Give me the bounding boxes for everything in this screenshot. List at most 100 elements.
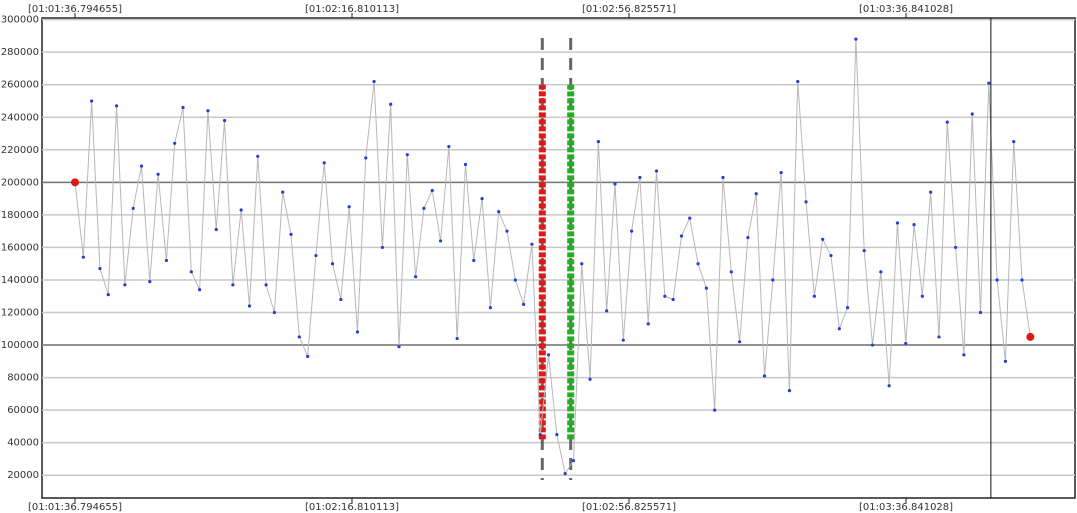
data-point bbox=[596, 140, 600, 144]
data-point bbox=[787, 389, 792, 393]
data-point bbox=[937, 335, 941, 339]
data-point bbox=[970, 112, 974, 116]
x-tick-label-bottom: [01:01:36.794655] bbox=[28, 502, 122, 513]
data-point bbox=[272, 310, 276, 315]
data-point bbox=[414, 275, 418, 279]
data-point bbox=[322, 161, 326, 165]
y-tick-label: 20000 bbox=[7, 470, 39, 481]
data-point bbox=[962, 353, 966, 357]
data-point bbox=[355, 330, 360, 334]
plot-area bbox=[41, 17, 1076, 499]
data-point bbox=[164, 258, 169, 263]
data-point bbox=[704, 286, 708, 290]
data-point bbox=[173, 141, 177, 145]
data-point bbox=[422, 206, 426, 210]
y-tick-label: 260000 bbox=[1, 80, 39, 91]
data-point bbox=[463, 162, 468, 167]
data-point bbox=[845, 306, 850, 310]
data-point bbox=[688, 216, 692, 220]
data-point bbox=[530, 242, 534, 246]
data-point bbox=[737, 340, 742, 344]
y-tick-label: 240000 bbox=[1, 112, 39, 123]
data-point bbox=[181, 105, 185, 110]
data-point bbox=[987, 81, 991, 85]
data-point bbox=[729, 270, 733, 274]
data-point bbox=[90, 99, 94, 103]
data-point bbox=[638, 175, 642, 180]
data-point bbox=[870, 343, 875, 347]
y-tick-label: 300000 bbox=[1, 15, 39, 26]
x-tick-label-top: [01:02:56.825571] bbox=[582, 4, 676, 15]
data-point bbox=[380, 245, 384, 250]
y-tick-label: 160000 bbox=[1, 242, 39, 253]
data-point bbox=[812, 294, 816, 298]
data-point bbox=[588, 377, 592, 381]
y-tick-label: 280000 bbox=[1, 47, 39, 58]
y-tick-label: 100000 bbox=[1, 340, 39, 351]
data-point bbox=[505, 229, 509, 233]
y-tick-label: 180000 bbox=[1, 210, 39, 221]
data-point bbox=[920, 294, 924, 298]
data-point bbox=[231, 283, 235, 287]
data-point bbox=[879, 270, 883, 274]
data-point bbox=[106, 293, 110, 297]
data-point bbox=[630, 229, 634, 233]
data-point bbox=[904, 341, 908, 346]
data-point bbox=[1020, 278, 1024, 282]
data-point bbox=[289, 232, 293, 237]
endpoint bbox=[71, 178, 80, 187]
data-point bbox=[978, 310, 983, 315]
data-point bbox=[895, 221, 900, 225]
y-tick-label: 140000 bbox=[1, 275, 39, 286]
data-point bbox=[480, 197, 484, 201]
data-point bbox=[713, 408, 717, 412]
data-point bbox=[214, 227, 218, 232]
data-point bbox=[397, 345, 401, 349]
data-point bbox=[646, 322, 650, 326]
data-point bbox=[488, 306, 492, 310]
data-point bbox=[538, 432, 542, 437]
data-point bbox=[148, 279, 152, 284]
data-point bbox=[98, 266, 102, 271]
data-point bbox=[297, 335, 301, 339]
data-point bbox=[945, 120, 949, 124]
data-point bbox=[405, 153, 409, 157]
data-point bbox=[605, 309, 609, 313]
data-point bbox=[131, 206, 135, 210]
data-point bbox=[779, 170, 783, 175]
data-point bbox=[256, 154, 260, 158]
x-tick-label-top: [01:02:16.810113] bbox=[305, 4, 399, 15]
data-point bbox=[513, 278, 517, 282]
data-point bbox=[264, 283, 268, 287]
y-tick-label: 120000 bbox=[1, 308, 39, 319]
data-point bbox=[796, 79, 800, 84]
data-point bbox=[497, 210, 501, 214]
data-point bbox=[995, 278, 999, 282]
data-point bbox=[804, 200, 808, 204]
x-tick-label-bottom: [01:03:36.841028] bbox=[859, 502, 953, 513]
data-point bbox=[123, 283, 127, 287]
data-point bbox=[621, 338, 625, 342]
data-point bbox=[912, 223, 916, 227]
data-point bbox=[247, 304, 252, 308]
data-point bbox=[455, 336, 459, 341]
data-point bbox=[189, 270, 193, 274]
data-point bbox=[1012, 140, 1016, 144]
data-point bbox=[887, 384, 891, 388]
x-tick-label-bottom: [01:02:16.810113] bbox=[305, 502, 399, 513]
data-point bbox=[139, 164, 144, 168]
data-point bbox=[580, 262, 584, 266]
data-point bbox=[821, 237, 825, 241]
data-point bbox=[314, 253, 318, 258]
data-point bbox=[156, 172, 160, 176]
data-point bbox=[862, 249, 866, 253]
data-point bbox=[447, 144, 451, 149]
data-point bbox=[472, 258, 476, 263]
data-point bbox=[837, 327, 841, 331]
y-tick-label: 60000 bbox=[7, 405, 39, 416]
data-point bbox=[206, 109, 210, 113]
data-point bbox=[389, 102, 393, 106]
data-point bbox=[613, 182, 617, 186]
data-point bbox=[198, 288, 202, 292]
